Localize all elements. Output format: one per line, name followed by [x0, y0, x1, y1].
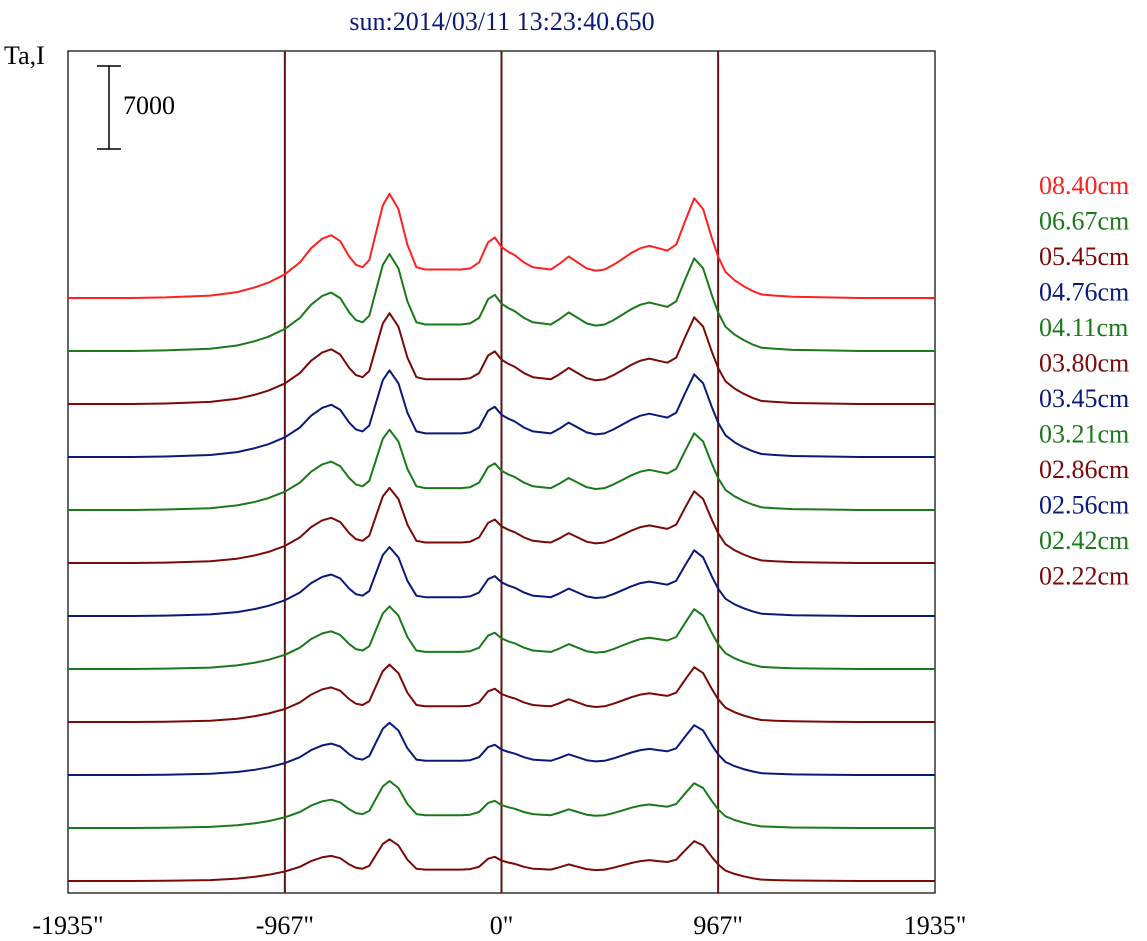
legend: 08.40cm 06.67cm 05.45cm 04.76cm 04.11cm 03.80… — [1039, 171, 1129, 591]
legend-item: 02.42cm — [1039, 526, 1129, 555]
legend-item: 02.86cm — [1039, 455, 1129, 484]
x-tick-labels: -1935" -967" 0" 967" 1935" — [32, 911, 966, 940]
scale-bar-label: 7000 — [123, 91, 175, 120]
legend-item: 03.45cm — [1039, 384, 1129, 413]
series-layer — [68, 192, 935, 882]
x-tick-label: 0" — [490, 911, 514, 940]
legend-item: 06.67cm — [1039, 207, 1129, 236]
series-line-3 — [68, 369, 935, 458]
x-tick-label: 967" — [693, 911, 743, 940]
legend-item: 03.80cm — [1039, 349, 1129, 378]
y-axis-label: Ta,I — [4, 41, 45, 70]
series-line-10 — [68, 780, 935, 829]
chart-title: sun:2014/03/11 13:23:40.650 — [349, 7, 654, 36]
legend-item: 04.76cm — [1039, 278, 1129, 307]
legend-item: 03.21cm — [1039, 420, 1129, 449]
legend-item: 02.56cm — [1039, 491, 1129, 520]
x-tick-label: -1935" — [32, 911, 103, 940]
legend-item: 08.40cm — [1039, 171, 1129, 200]
series-line-11 — [68, 838, 935, 882]
legend-item: 05.45cm — [1039, 242, 1129, 271]
series-line-1 — [68, 253, 935, 352]
series-line-5 — [68, 486, 935, 564]
series-line-2 — [68, 312, 935, 405]
x-tick-label: 1935" — [904, 911, 967, 940]
legend-item: 02.22cm — [1039, 562, 1129, 591]
series-line-7 — [68, 605, 935, 670]
vertical-reference-lines — [283, 51, 720, 893]
legend-item: 04.11cm — [1039, 313, 1128, 342]
series-line-4 — [68, 428, 935, 511]
x-tick-label: -967" — [256, 911, 314, 940]
series-line-9 — [68, 721, 935, 776]
series-line-6 — [68, 546, 935, 617]
scale-bar: 7000 — [97, 65, 175, 150]
series-line-8 — [68, 663, 935, 723]
series-line-0 — [68, 192, 935, 299]
